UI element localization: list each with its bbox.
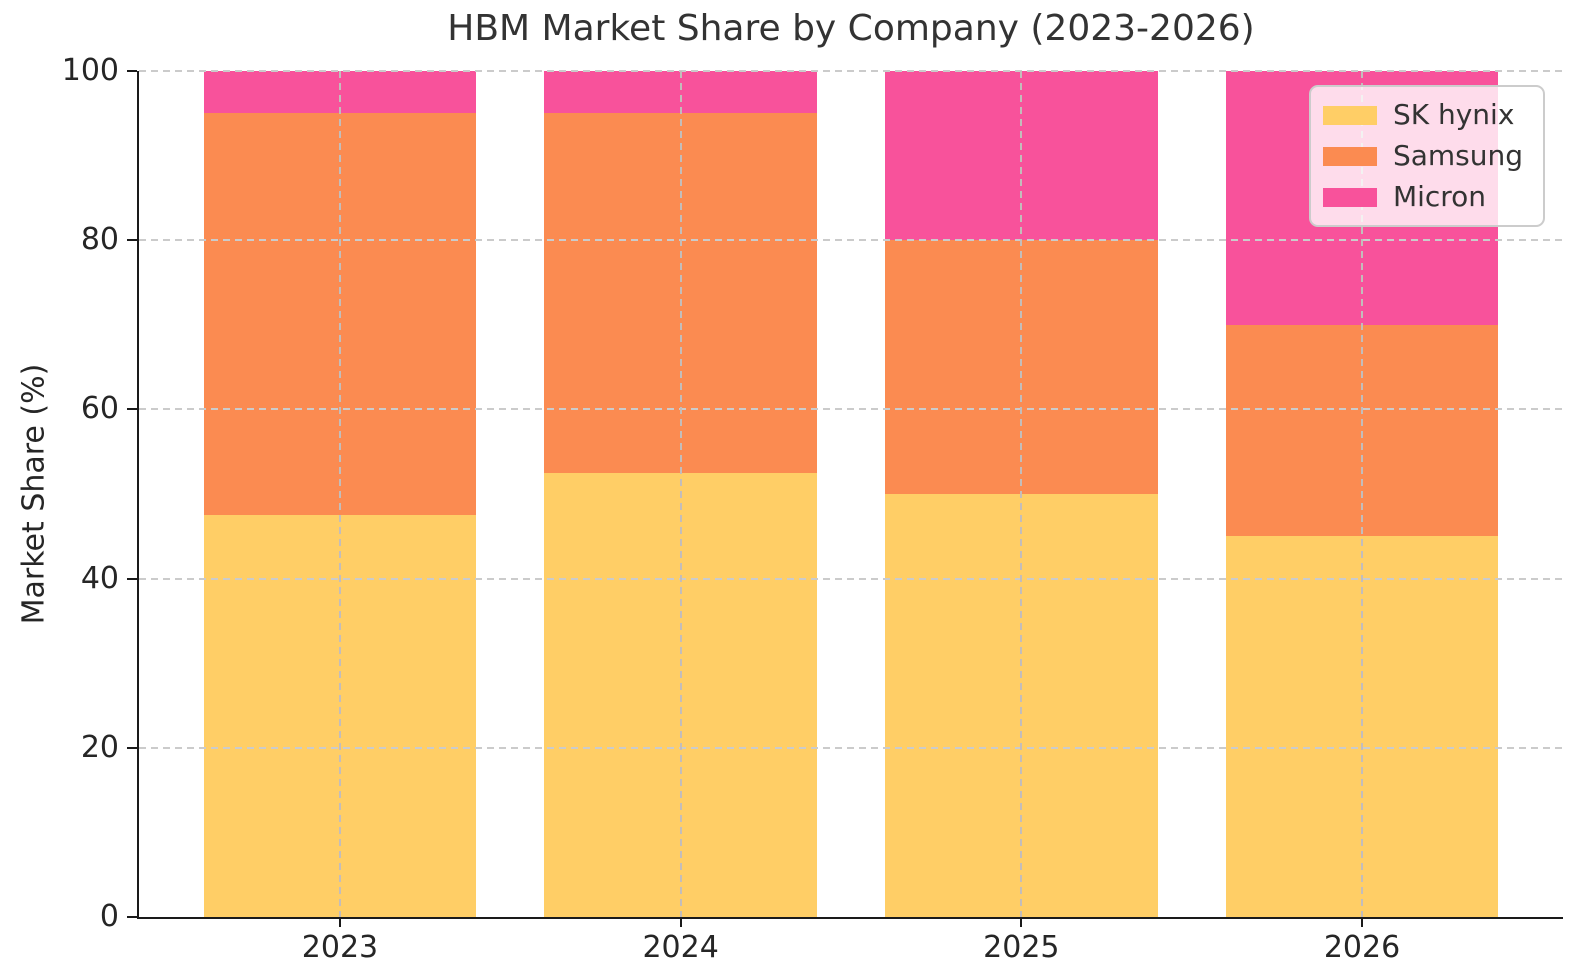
plot-area: 0 20 40 60 80 100 2023 2024 2025 2026 (62, 53, 1563, 965)
x-tick-2026 (1361, 917, 1363, 927)
y-tick-label-60: 60 (80, 391, 119, 427)
gridline-x-2024 (679, 71, 682, 917)
legend-item-samsung: Samsung (1322, 139, 1523, 173)
legend-swatch-micron (1322, 187, 1377, 207)
legend-swatch-sk-hynix (1322, 105, 1377, 125)
x-tick-label-2023: 2023 (301, 930, 379, 965)
legend-label-micron: Micron (1392, 180, 1487, 213)
gridline-x-2026 (1361, 71, 1363, 917)
x-tick-2023 (338, 917, 341, 927)
gridline-x-2025 (1020, 71, 1023, 917)
y-tick-20 (127, 746, 137, 749)
chart-title: HBM Market Share by Company (2023-2026) (447, 8, 1255, 49)
gridline-x-2023 (338, 71, 341, 917)
y-tick-80 (127, 239, 137, 242)
x-tick-label-2025: 2025 (983, 930, 1060, 965)
x-tick-label-2024: 2024 (642, 930, 719, 965)
x-tick-2024 (679, 917, 682, 927)
x-tick-2025 (1020, 917, 1023, 927)
legend-item-sk-hynix: SK hynix (1322, 98, 1523, 132)
legend-item-micron: Micron (1322, 180, 1523, 214)
y-axis-spine (137, 71, 139, 919)
gridline-y-60 (139, 408, 1563, 411)
y-tick-label-100: 100 (61, 53, 119, 88)
y-tick-0 (127, 916, 137, 918)
y-tick-label-0: 0 (99, 899, 119, 934)
gridline-y-40 (139, 577, 1563, 580)
y-tick-label-20: 20 (80, 729, 119, 765)
y-tick-40 (127, 577, 137, 580)
y-tick-60 (127, 408, 137, 411)
legend-swatch-samsung (1322, 146, 1377, 166)
legend-label-samsung: Samsung (1392, 139, 1523, 172)
y-tick-label-80: 80 (80, 222, 119, 258)
gridline-y-20 (139, 746, 1563, 749)
gridline-y-100 (139, 70, 1563, 72)
y-tick-label-40: 40 (80, 560, 119, 596)
x-tick-label-2026: 2026 (1323, 930, 1401, 965)
gridline-y-80 (139, 239, 1563, 242)
y-tick-100 (127, 70, 137, 72)
x-axis-spine (137, 917, 1563, 919)
legend-label-sk-hynix: SK hynix (1392, 98, 1515, 131)
legend: SK hynix Samsung Micron (1308, 85, 1545, 227)
